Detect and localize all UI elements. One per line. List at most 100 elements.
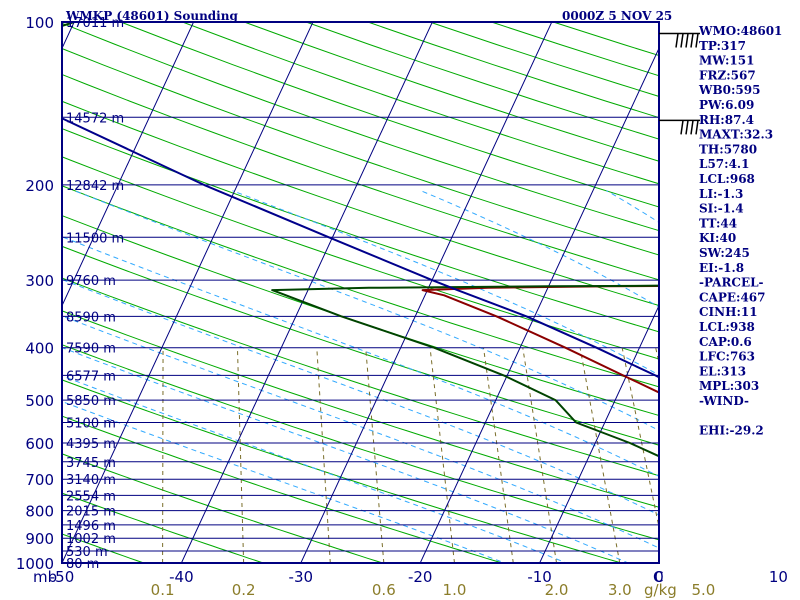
pressure-tick-600: 600: [25, 435, 54, 453]
index-line: LCL:938: [699, 320, 755, 334]
wind-barb-feather: [690, 120, 694, 135]
dry-adiabat: [62, 100, 659, 307]
dry-adiabat: [62, 310, 659, 508]
temperature-tick: 0: [654, 568, 664, 586]
dry-adiabat: [62, 128, 659, 333]
index-line: FRZ:567: [699, 68, 756, 82]
moist-adiabat: [755, 191, 800, 575]
index-line: L57:4.1: [699, 157, 749, 171]
dry-adiabat: [62, 22, 659, 232]
index-line: CAPE:467: [699, 290, 766, 304]
pressure-tick-700: 700: [25, 471, 54, 489]
pressure-tick-1000: 1000: [16, 555, 54, 573]
mixing-ratio-tick: 0.6: [372, 581, 396, 599]
index-line: TP:317: [699, 39, 746, 53]
height-label: 5850 m: [66, 394, 116, 409]
mixing-ratio-line: [316, 347, 331, 563]
height-label: 7590 m: [66, 342, 116, 357]
chart-time: 0000Z 5 NOV 25: [562, 9, 672, 23]
mixing-ratio-tick: 0.2: [232, 581, 256, 599]
index-line: RH:87.4: [699, 113, 754, 127]
temperature-tick: -10: [527, 568, 552, 586]
wind-barb: [659, 32, 700, 48]
height-label: 1496 m: [66, 519, 116, 534]
index-line: TH:5780: [699, 142, 757, 156]
dry-adiabat: [62, 277, 659, 477]
mixing-ratio-tick: 2.0: [545, 581, 569, 599]
index-line: LCL:968: [699, 172, 755, 186]
dry-adiabat: [62, 344, 659, 541]
wind-barb: [659, 119, 700, 135]
mixing-ratio-tick: 5.0: [692, 581, 716, 599]
mixing-ratio-tick: 0.1: [151, 581, 175, 599]
index-line: MAXT:32.3: [699, 128, 773, 142]
height-label: 11500 m: [66, 231, 124, 246]
height-label: 80 m: [66, 557, 99, 572]
temperature-tick: -30: [289, 568, 314, 586]
height-label: 3140 m: [66, 473, 116, 488]
chart-title: WMKP (48601) Sounding: [65, 9, 238, 23]
height-label: 5100 m: [66, 417, 116, 432]
pressure-tick-400: 400: [25, 340, 54, 358]
isotherm: [419, 47, 659, 563]
dry-adiabat: [62, 185, 659, 388]
index-line: -PARCEL-: [699, 276, 764, 290]
series-parcel: [62, 117, 659, 379]
dry-adiabat: [62, 453, 385, 563]
mixing-ratio-line: [483, 347, 514, 563]
pressure-tick-300: 300: [25, 272, 54, 290]
moist-adiabat: [62, 236, 659, 477]
series-temperature: [421, 284, 659, 394]
pressure-tick-900: 900: [25, 530, 54, 548]
index-line: EI:-1.8: [699, 261, 744, 275]
isotherm: [539, 304, 659, 563]
mixing-ratio-tick: 1.0: [443, 581, 467, 599]
mixing-ratio-line: [655, 347, 659, 366]
height-label: 2554 m: [66, 489, 116, 504]
index-line: WMO:48601: [698, 24, 782, 38]
index-line: SI:-1.4: [699, 202, 744, 216]
height-label: 6577 m: [66, 369, 116, 384]
height-label: 12842 m: [66, 179, 124, 194]
isotherm: [773, 10, 800, 575]
temperature-unit-label: C: [653, 568, 663, 586]
dry-adiabat: [62, 245, 659, 446]
stability-indices-panel: WMO:48601TP:317MW:151FRZ:567WB0:595PW:6.…: [698, 24, 782, 438]
temperature-tick: 10: [769, 568, 788, 586]
mixing-ratio-line: [579, 347, 621, 563]
wind-barb-feather: [680, 120, 684, 135]
moist-adiabat: [74, 190, 659, 432]
moist-adiabat: [62, 400, 507, 563]
index-line: CAP:0.6: [699, 335, 752, 349]
pressure-tick-500: 500: [25, 392, 54, 410]
temperature-tick: -50: [50, 568, 75, 586]
height-label: 1002 m: [66, 532, 116, 547]
dry-adiabat: [62, 47, 659, 256]
pressure-tick-200: 200: [25, 177, 54, 195]
wind-barb-feather: [695, 120, 699, 135]
pressure-unit-label: mb: [33, 568, 57, 586]
index-line: SW:245: [699, 246, 750, 260]
index-line: LI:-1.3: [699, 187, 743, 201]
height-label: 4395 m: [66, 437, 116, 452]
dry-adiabat: [62, 156, 659, 360]
index-line: -WIND-: [699, 394, 749, 408]
dry-adiabat: [62, 379, 624, 563]
index-line: EHI:-29.2: [699, 424, 764, 438]
temperature-tick: -20: [408, 568, 433, 586]
pressure-tick-100: 100: [25, 14, 54, 32]
wind-barb-feather: [690, 33, 694, 48]
mixing-ratio-line: [765, 348, 800, 563]
mixing-ratio-unit-label: g/kg: [644, 581, 677, 599]
pressure-tick-800: 800: [25, 503, 54, 521]
height-label: 14572 m: [66, 111, 124, 126]
index-line: MPL:303: [699, 379, 759, 393]
dry-adiabat: [62, 215, 659, 417]
height-label: 2015 m: [66, 505, 116, 520]
height-label: 8590 m: [66, 310, 116, 325]
moist-adiabat: [62, 278, 659, 516]
moist-adiabat: [62, 375, 568, 563]
dry-adiabat: [62, 415, 504, 563]
